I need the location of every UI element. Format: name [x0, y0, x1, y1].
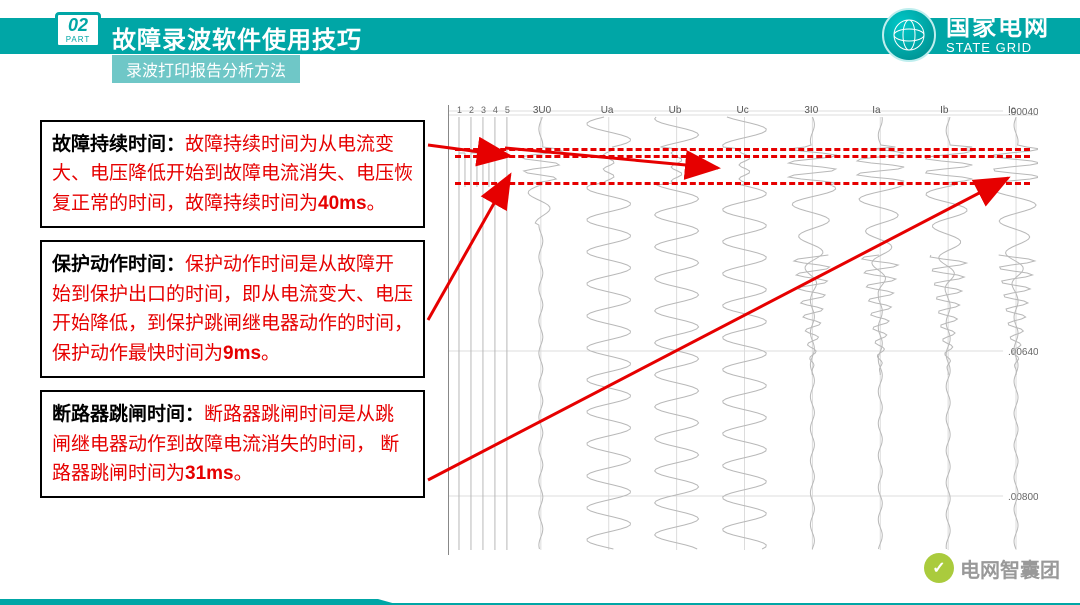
svg-text:Ub: Ub	[669, 105, 682, 116]
box-suffix: 。	[367, 193, 386, 214]
section-part: PART	[66, 36, 91, 44]
svg-text:Ic: Ic	[1008, 105, 1016, 116]
svg-text:Uc: Uc	[737, 105, 749, 116]
svg-text:5: 5	[505, 105, 510, 115]
box-value: 40ms	[318, 193, 367, 214]
svg-text:Ib: Ib	[940, 105, 949, 116]
box-suffix: 。	[261, 343, 280, 364]
content-area: 故障持续时间：故障持续时间为从电流变大、电压降低开始到故障电流消失、电压恢复正常…	[0, 100, 1080, 605]
watermark-text: 电网智囊团	[960, 554, 1060, 583]
svg-text:2: 2	[469, 105, 474, 115]
logo-icon	[882, 8, 936, 62]
box-label: 故障持续时间：	[52, 134, 185, 155]
wechat-icon: ✓	[924, 553, 954, 583]
svg-text:1: 1	[457, 105, 462, 115]
brand-name-cn: 国家电网	[946, 15, 1050, 41]
svg-text:.00800t: .00800t	[1008, 492, 1038, 503]
page-subtitle: 录波打印报告分析方法	[112, 55, 300, 83]
box-value: 31ms	[185, 463, 234, 484]
svg-text:4: 4	[493, 105, 498, 115]
annotation-boxes: 故障持续时间：故障持续时间为从电流变大、电压降低开始到故障电流消失、电压恢复正常…	[40, 120, 425, 510]
svg-text:3I0: 3I0	[804, 105, 818, 116]
svg-text:Ua: Ua	[601, 105, 614, 116]
svg-text:Ia: Ia	[872, 105, 881, 116]
box-fault-duration: 故障持续时间：故障持续时间为从电流变大、电压降低开始到故障电流消失、电压恢复正常…	[40, 120, 425, 228]
svg-text:3: 3	[481, 105, 486, 115]
brand-logo: 国家电网 STATE GRID	[882, 8, 1050, 62]
box-suffix: 。	[234, 463, 253, 484]
section-badge: 02 PART	[55, 12, 101, 48]
box-protection-time: 保护动作时间：保护动作时间是从故障开始到保护出口的时间，即从电流变大、电压开始降…	[40, 240, 425, 378]
fault-band-mid	[455, 155, 1030, 158]
watermark: ✓ 电网智囊团	[924, 553, 1060, 583]
box-label: 保护动作时间：	[52, 254, 185, 275]
fault-band-bot	[455, 182, 1030, 185]
box-label: 断路器跳闸时间：	[52, 404, 204, 425]
brand-name-en: STATE GRID	[946, 41, 1050, 55]
page-title: 故障录波软件使用技巧	[112, 20, 362, 55]
box-value: 9ms	[223, 343, 261, 364]
waveform-chart: .00040.00640t.00800t123453U0UaUbUc3I0IaI…	[448, 105, 1038, 555]
section-number: 02	[68, 16, 88, 34]
box-breaker-time: 断路器跳闸时间：断路器跳闸时间是从跳闸继电器动作到故障电流消失的时间， 断路器跳…	[40, 390, 425, 498]
fault-band-top	[455, 148, 1030, 151]
svg-text:3U0: 3U0	[533, 105, 552, 116]
